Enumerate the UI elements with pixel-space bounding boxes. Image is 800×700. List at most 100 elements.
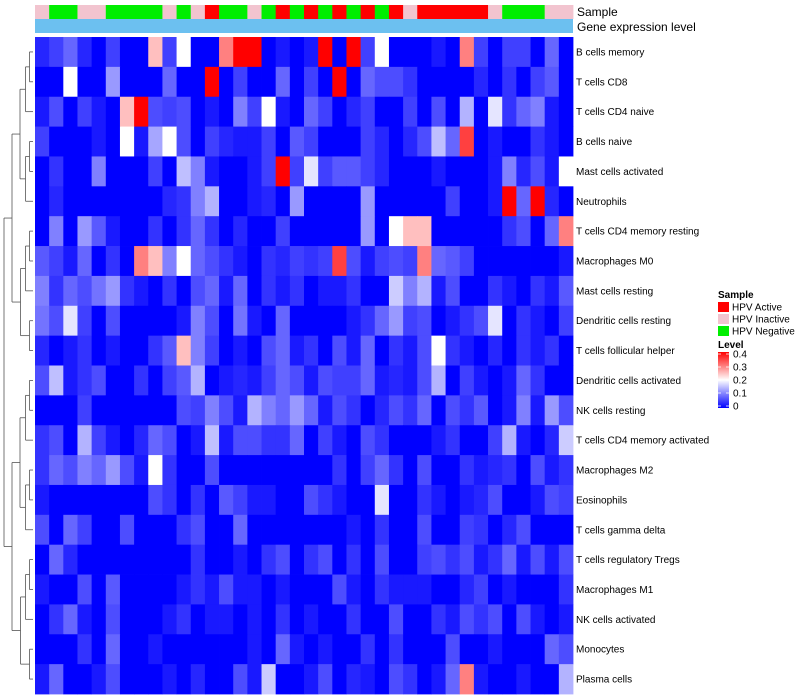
heatmap-cell <box>119 574 135 605</box>
heatmap-cell <box>176 216 192 247</box>
heatmap-cell <box>91 574 107 605</box>
heatmap-cell <box>374 126 390 157</box>
heatmap-cell <box>431 156 446 187</box>
heatmap-cell <box>49 66 64 98</box>
heatmap-cell <box>134 156 149 187</box>
heatmap-cell <box>332 156 347 187</box>
heatmap-cell <box>374 305 390 337</box>
heatmap-cell <box>190 216 206 247</box>
heatmap-cell <box>346 514 362 546</box>
heatmap-cell <box>91 126 107 157</box>
heatmap-cell <box>247 96 262 127</box>
heatmap-cell <box>63 664 78 695</box>
sample-annotation-cell <box>388 5 404 19</box>
heatmap-cell <box>445 574 461 605</box>
heatmap-cell <box>403 335 418 366</box>
heatmap-cell <box>204 634 220 665</box>
heatmap-cell <box>176 365 192 396</box>
heatmap-cell <box>204 275 220 307</box>
heatmap-cell <box>49 335 64 366</box>
heatmap-cell <box>445 275 461 307</box>
heatmap-cell <box>388 395 404 426</box>
heatmap-cell <box>488 574 503 605</box>
level-legend-label: 0 <box>733 402 739 413</box>
heatmap-cell <box>247 126 262 157</box>
heatmap-cell <box>516 604 531 635</box>
heatmap-cell <box>488 246 503 277</box>
heatmap-cell <box>388 544 404 575</box>
row-labels: B cells memory T cells CD8 T cells CD4 nai… <box>576 47 709 685</box>
heatmap-cell <box>134 96 149 127</box>
heatmap-cell <box>558 664 574 695</box>
heatmap-cell <box>162 425 177 456</box>
level-legend-title: Level <box>718 340 744 351</box>
heatmap-cell <box>459 186 475 217</box>
heatmap-cell <box>332 37 347 68</box>
heatmap-cell <box>190 484 206 516</box>
heatmap-cell <box>417 425 432 456</box>
heatmap-cell <box>289 335 305 366</box>
heatmap-cell <box>417 37 432 68</box>
heatmap-cell <box>516 574 531 605</box>
row-label: NK cells activated <box>576 615 655 626</box>
heatmap-cell <box>417 305 432 337</box>
heatmap-cell <box>35 335 50 366</box>
heatmap-cell <box>544 216 560 247</box>
heatmap-cell <box>119 455 135 486</box>
heatmap-cell <box>148 126 163 157</box>
heatmap-cell <box>261 514 277 546</box>
heatmap-cell <box>219 96 234 127</box>
heatmap-cell <box>219 425 234 456</box>
heatmap-cell <box>91 156 107 187</box>
heatmap-cell <box>289 395 305 426</box>
heatmap-cell <box>148 574 163 605</box>
heatmap-cell <box>360 664 376 695</box>
heatmap-cell <box>374 634 390 665</box>
heatmap-cell <box>530 664 546 695</box>
heatmap-cell <box>332 425 347 456</box>
heatmap-cell <box>360 365 376 396</box>
heatmap-cell <box>77 246 93 277</box>
heatmap-cell <box>219 186 234 217</box>
heatmap-cell <box>459 484 475 516</box>
sample-annotation-cell <box>403 5 418 19</box>
heatmap-cell <box>473 604 489 635</box>
heatmap-cell <box>304 604 319 635</box>
heatmap-cell <box>35 514 50 546</box>
row-label: Neutrophils <box>576 197 627 208</box>
heatmap-cell <box>204 484 220 516</box>
heatmap-cell <box>346 156 362 187</box>
heatmap-cell <box>275 126 291 157</box>
heatmap-cell <box>473 425 489 456</box>
heatmap-cell <box>119 425 135 456</box>
heatmap-cell <box>417 365 432 396</box>
heatmap-cell <box>247 305 262 337</box>
heatmap-cell <box>49 514 64 546</box>
heatmap-cell <box>289 246 305 277</box>
heatmap-cell <box>360 66 376 98</box>
row-label: T cells regulatory Tregs <box>576 555 680 566</box>
heatmap-cell <box>35 96 50 127</box>
heatmap-cell <box>558 96 574 127</box>
heatmap-cell <box>473 574 489 605</box>
heatmap-cell <box>374 66 390 98</box>
heatmap-cell <box>176 455 192 486</box>
heatmap-cell <box>473 96 489 127</box>
heatmap-cell <box>247 186 262 217</box>
heatmap-cell <box>502 216 517 247</box>
heatmap-cell <box>247 246 262 277</box>
heatmap-cell <box>148 305 163 337</box>
heatmap-cell <box>176 425 192 456</box>
heatmap-cell <box>360 455 376 486</box>
sample-annotation-cell <box>148 5 163 19</box>
heatmap-cell <box>374 365 390 396</box>
heatmap-cell <box>417 574 432 605</box>
heatmap-cell <box>473 66 489 98</box>
heatmap-cell <box>162 37 177 68</box>
heatmap-cell <box>374 96 390 127</box>
heatmap-cell <box>91 246 107 277</box>
heatmap-cell <box>176 305 192 337</box>
heatmap-cell <box>35 574 50 605</box>
heatmap-cell <box>162 126 177 157</box>
heatmap-cell <box>516 96 531 127</box>
